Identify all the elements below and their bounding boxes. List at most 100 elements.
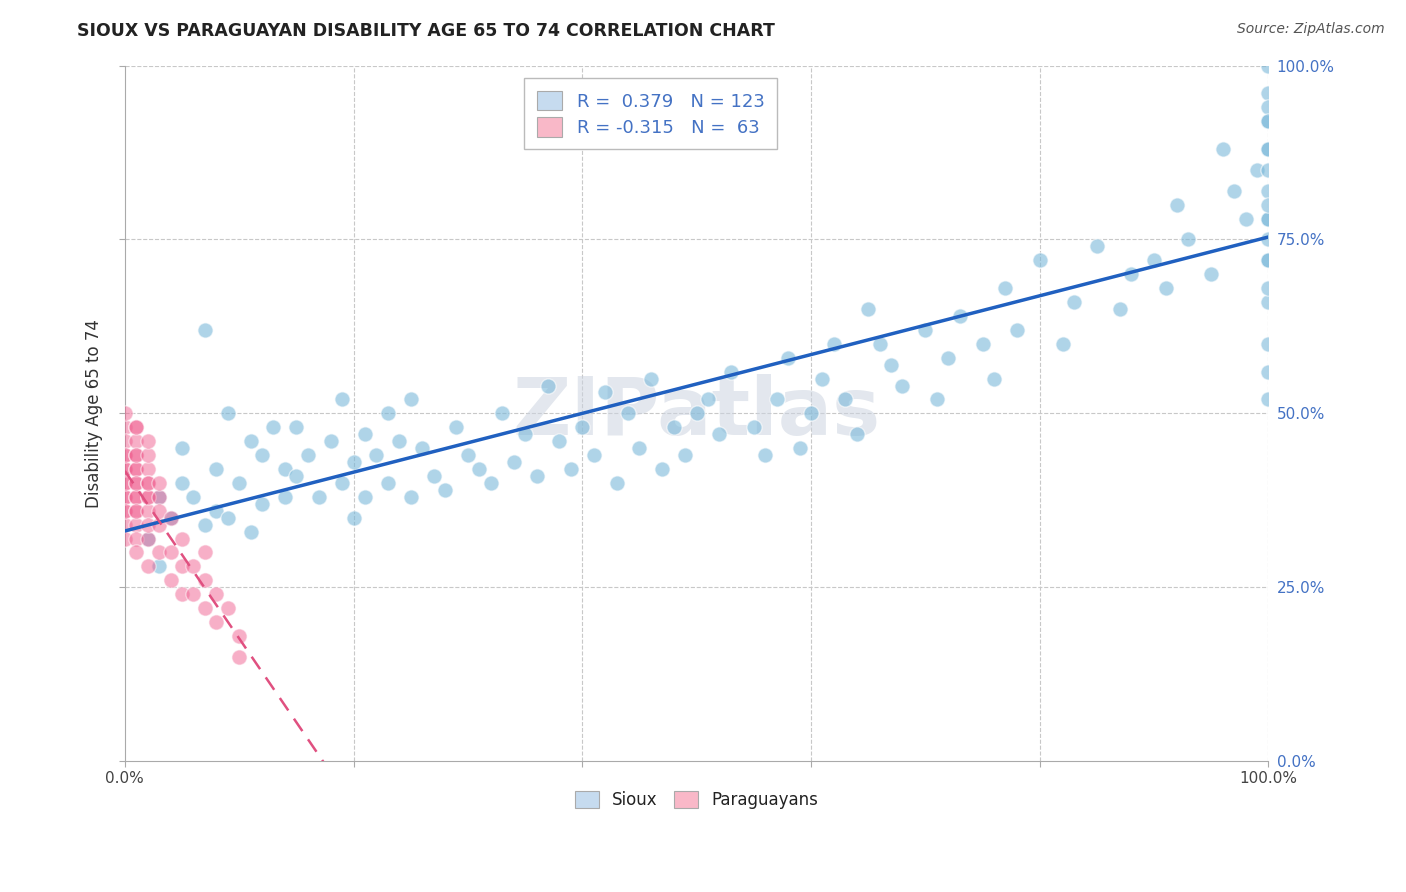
- Point: [399, 490, 422, 504]
- Point: [526, 469, 548, 483]
- Point: [457, 448, 479, 462]
- Point: [125, 475, 148, 490]
- Point: [1212, 142, 1234, 156]
- Point: [434, 483, 457, 497]
- Point: [1257, 336, 1279, 351]
- Point: [148, 559, 170, 574]
- Point: [239, 434, 262, 449]
- Point: [789, 441, 811, 455]
- Point: [377, 475, 399, 490]
- Point: [125, 448, 148, 462]
- Point: [1143, 253, 1166, 268]
- Point: [1257, 281, 1279, 295]
- Point: [342, 510, 364, 524]
- Point: [399, 392, 422, 407]
- Point: [662, 420, 685, 434]
- Point: [673, 448, 696, 462]
- Point: [228, 475, 250, 490]
- Point: [239, 524, 262, 539]
- Point: [194, 545, 217, 559]
- Point: [228, 629, 250, 643]
- Point: [1257, 211, 1279, 226]
- Point: [114, 462, 136, 476]
- Point: [582, 448, 605, 462]
- Point: [148, 545, 170, 559]
- Point: [125, 517, 148, 532]
- Point: [136, 559, 159, 574]
- Point: [1028, 253, 1050, 268]
- Point: [411, 441, 433, 455]
- Point: [217, 510, 239, 524]
- Point: [983, 371, 1005, 385]
- Point: [159, 510, 181, 524]
- Point: [880, 358, 903, 372]
- Point: [250, 497, 273, 511]
- Point: [125, 462, 148, 476]
- Point: [125, 504, 148, 518]
- Point: [136, 532, 159, 546]
- Point: [125, 420, 148, 434]
- Point: [1166, 197, 1188, 211]
- Point: [1063, 295, 1085, 310]
- Point: [159, 545, 181, 559]
- Point: [114, 462, 136, 476]
- Point: [274, 462, 297, 476]
- Point: [422, 469, 444, 483]
- Point: [136, 490, 159, 504]
- Point: [285, 420, 308, 434]
- Point: [125, 490, 148, 504]
- Point: [114, 475, 136, 490]
- Point: [548, 434, 571, 449]
- Point: [845, 427, 868, 442]
- Point: [354, 490, 377, 504]
- Point: [617, 406, 640, 420]
- Point: [342, 455, 364, 469]
- Point: [640, 371, 662, 385]
- Point: [1199, 267, 1222, 281]
- Point: [136, 475, 159, 490]
- Point: [1257, 114, 1279, 128]
- Point: [183, 559, 205, 574]
- Point: [446, 420, 468, 434]
- Point: [606, 475, 628, 490]
- Point: [1257, 142, 1279, 156]
- Point: [114, 504, 136, 518]
- Point: [114, 475, 136, 490]
- Point: [778, 351, 800, 365]
- Point: [194, 601, 217, 615]
- Point: [170, 559, 193, 574]
- Point: [114, 490, 136, 504]
- Point: [330, 392, 353, 407]
- Point: [1177, 232, 1199, 246]
- Point: [491, 406, 513, 420]
- Point: [136, 532, 159, 546]
- Point: [148, 490, 170, 504]
- Point: [250, 448, 273, 462]
- Point: [170, 587, 193, 601]
- Point: [170, 475, 193, 490]
- Point: [628, 441, 651, 455]
- Point: [148, 517, 170, 532]
- Point: [1257, 142, 1279, 156]
- Point: [136, 490, 159, 504]
- Point: [217, 601, 239, 615]
- Point: [685, 406, 707, 420]
- Point: [194, 517, 217, 532]
- Text: Source: ZipAtlas.com: Source: ZipAtlas.com: [1237, 22, 1385, 37]
- Point: [1257, 114, 1279, 128]
- Point: [114, 420, 136, 434]
- Point: [720, 365, 742, 379]
- Point: [1052, 336, 1074, 351]
- Point: [1154, 281, 1177, 295]
- Point: [593, 385, 616, 400]
- Point: [114, 490, 136, 504]
- Point: [537, 378, 560, 392]
- Point: [136, 434, 159, 449]
- Point: [366, 448, 388, 462]
- Point: [502, 455, 524, 469]
- Point: [330, 475, 353, 490]
- Point: [114, 517, 136, 532]
- Point: [651, 462, 673, 476]
- Point: [1257, 197, 1279, 211]
- Point: [1108, 301, 1130, 316]
